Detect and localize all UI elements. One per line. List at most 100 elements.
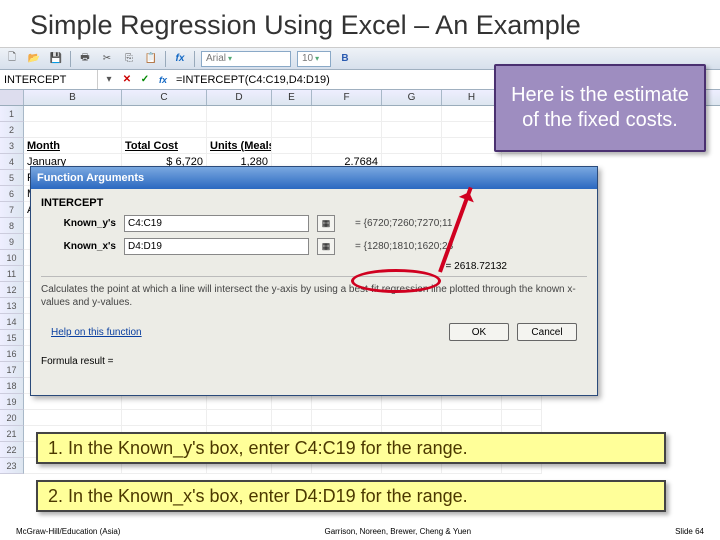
- row-header[interactable]: 13: [0, 298, 24, 314]
- cell[interactable]: [272, 122, 312, 138]
- col-header-C[interactable]: C: [122, 90, 207, 105]
- row-header[interactable]: 11: [0, 266, 24, 282]
- dropdown-icon[interactable]: ▾: [102, 73, 116, 87]
- cell[interactable]: [272, 410, 312, 426]
- row-header[interactable]: 21: [0, 426, 24, 442]
- font-name-select[interactable]: Arial ▾: [201, 51, 291, 67]
- paste-icon[interactable]: 📋: [143, 51, 159, 67]
- select-all-corner[interactable]: [0, 90, 24, 105]
- cell[interactable]: [312, 122, 382, 138]
- dialog-help-link[interactable]: Help on this function: [51, 327, 142, 338]
- font-name-value: Arial: [206, 53, 226, 64]
- row-header[interactable]: 3: [0, 138, 24, 154]
- cell[interactable]: [382, 138, 442, 154]
- row-header[interactable]: 18: [0, 378, 24, 394]
- cell[interactable]: [272, 394, 312, 410]
- cell[interactable]: [312, 138, 382, 154]
- row-header[interactable]: 20: [0, 410, 24, 426]
- cell[interactable]: [312, 394, 382, 410]
- cancel-button[interactable]: Cancel: [517, 323, 577, 341]
- col-header-B[interactable]: B: [24, 90, 122, 105]
- font-size-select[interactable]: 10 ▾: [297, 51, 331, 67]
- row-header[interactable]: 10: [0, 250, 24, 266]
- row-header[interactable]: 23: [0, 458, 24, 474]
- known-x-input[interactable]: D4:D19: [124, 238, 309, 255]
- cell[interactable]: [207, 106, 272, 122]
- cell[interactable]: [382, 410, 442, 426]
- cell[interactable]: [272, 138, 312, 154]
- cell[interactable]: [442, 138, 502, 154]
- row-header[interactable]: 17: [0, 362, 24, 378]
- open-icon[interactable]: 📂: [26, 51, 42, 67]
- chevron-down-icon: ▾: [315, 54, 319, 63]
- cell[interactable]: [272, 106, 312, 122]
- formula-text[interactable]: =INTERCEPT(C4:C19,D4:D19): [174, 74, 330, 86]
- col-header-E[interactable]: E: [272, 90, 312, 105]
- row-header[interactable]: 19: [0, 394, 24, 410]
- cell[interactable]: [207, 122, 272, 138]
- row-header[interactable]: 16: [0, 346, 24, 362]
- copy-icon[interactable]: ⎘: [121, 51, 137, 67]
- ref-select-icon[interactable]: ▦: [317, 215, 335, 232]
- row-header[interactable]: 6: [0, 186, 24, 202]
- cell[interactable]: [312, 106, 382, 122]
- row-header[interactable]: 7: [0, 202, 24, 218]
- confirm-icon[interactable]: ✓: [138, 73, 152, 87]
- row-header[interactable]: 2: [0, 122, 24, 138]
- dialog-row-known-x: Known_x's D4:D19 ▦ = {1280;1810;1620;28: [41, 238, 587, 255]
- row-header[interactable]: 15: [0, 330, 24, 346]
- bold-icon[interactable]: B: [337, 51, 353, 67]
- cell[interactable]: [207, 394, 272, 410]
- col-header-G[interactable]: G: [382, 90, 442, 105]
- col-header-D[interactable]: D: [207, 90, 272, 105]
- ref-select-icon[interactable]: ▦: [317, 238, 335, 255]
- function-icon[interactable]: fx: [172, 51, 188, 67]
- cell[interactable]: [442, 410, 502, 426]
- cell[interactable]: [442, 106, 502, 122]
- row-header[interactable]: 12: [0, 282, 24, 298]
- cell[interactable]: [502, 410, 542, 426]
- cell[interactable]: [442, 122, 502, 138]
- cell[interactable]: Total Cost: [122, 138, 207, 154]
- cell[interactable]: [382, 106, 442, 122]
- known-y-input[interactable]: C4:C19: [124, 215, 309, 232]
- instruction-1: 1. In the Known_y's box, enter C4:C19 fo…: [36, 432, 666, 464]
- row-header[interactable]: 4: [0, 154, 24, 170]
- col-header-H[interactable]: H: [442, 90, 502, 105]
- cut-icon[interactable]: ✂: [99, 51, 115, 67]
- cell[interactable]: [382, 394, 442, 410]
- cell[interactable]: Month: [24, 138, 122, 154]
- ok-button[interactable]: OK: [449, 323, 509, 341]
- cancel-icon[interactable]: ✕: [120, 73, 134, 87]
- cell[interactable]: [207, 410, 272, 426]
- cell[interactable]: [122, 394, 207, 410]
- new-icon[interactable]: 🗋: [4, 51, 20, 67]
- row-header[interactable]: 5: [0, 170, 24, 186]
- save-icon[interactable]: 💾: [48, 51, 64, 67]
- known-y-preview: = {6720;7260;7270;11: [355, 218, 452, 229]
- row-header[interactable]: 1: [0, 106, 24, 122]
- name-box[interactable]: INTERCEPT: [0, 70, 98, 89]
- cell[interactable]: Units (Meals): [207, 138, 272, 154]
- cell[interactable]: [24, 122, 122, 138]
- print-icon[interactable]: 🖶: [77, 51, 93, 67]
- known-x-label: Known_x's: [41, 241, 116, 252]
- cell[interactable]: [24, 410, 122, 426]
- cell[interactable]: [122, 106, 207, 122]
- cell[interactable]: [122, 122, 207, 138]
- cell[interactable]: [122, 410, 207, 426]
- col-header-F[interactable]: F: [312, 90, 382, 105]
- slide-footer: McGraw-Hill/Education (Asia) Garrison, N…: [0, 527, 720, 536]
- cell[interactable]: [312, 410, 382, 426]
- cell[interactable]: [442, 394, 502, 410]
- cell[interactable]: [24, 394, 122, 410]
- fx-icon[interactable]: fx: [156, 73, 170, 87]
- row-header[interactable]: 14: [0, 314, 24, 330]
- cell[interactable]: [502, 394, 542, 410]
- row-header[interactable]: 22: [0, 442, 24, 458]
- cell[interactable]: [24, 106, 122, 122]
- dialog-function-name: INTERCEPT: [41, 197, 587, 209]
- row-header[interactable]: 9: [0, 234, 24, 250]
- row-header[interactable]: 8: [0, 218, 24, 234]
- cell[interactable]: [382, 122, 442, 138]
